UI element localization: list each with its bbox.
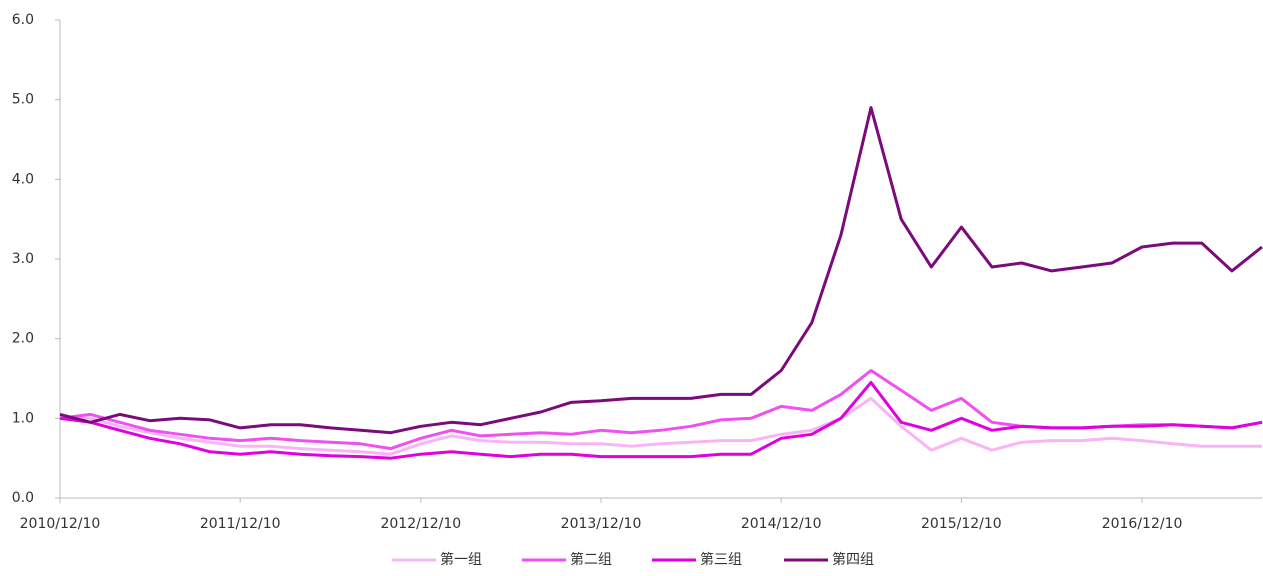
y-tick-label: 2.0 bbox=[12, 331, 34, 347]
series-line bbox=[60, 396, 1262, 456]
series-line bbox=[59, 106, 1263, 435]
legend-label: 第三组 bbox=[700, 551, 742, 568]
series-line bbox=[59, 369, 1263, 451]
x-tick-label: 2016/12/10 bbox=[1102, 516, 1183, 532]
y-tick-label: 0.0 bbox=[12, 490, 34, 506]
legend-label: 第二组 bbox=[570, 551, 612, 568]
x-tick-label: 2010/12/10 bbox=[20, 516, 101, 532]
x-tick-label: 2015/12/10 bbox=[921, 516, 1002, 532]
series-line bbox=[59, 381, 1263, 460]
x-tick-label: 2011/12/10 bbox=[200, 516, 281, 532]
legend-label: 第一组 bbox=[440, 551, 482, 568]
y-tick-label: 6.0 bbox=[12, 12, 34, 28]
x-tick-label: 2012/12/10 bbox=[380, 516, 461, 532]
x-tick-label: 2013/12/10 bbox=[561, 516, 642, 532]
y-tick-label: 1.0 bbox=[12, 410, 34, 426]
x-tick-label: 2014/12/10 bbox=[741, 516, 822, 532]
y-tick-label: 3.0 bbox=[12, 251, 34, 267]
y-tick-label: 5.0 bbox=[12, 92, 34, 108]
legend-label: 第四组 bbox=[832, 551, 874, 568]
y-tick-label: 4.0 bbox=[12, 171, 34, 187]
